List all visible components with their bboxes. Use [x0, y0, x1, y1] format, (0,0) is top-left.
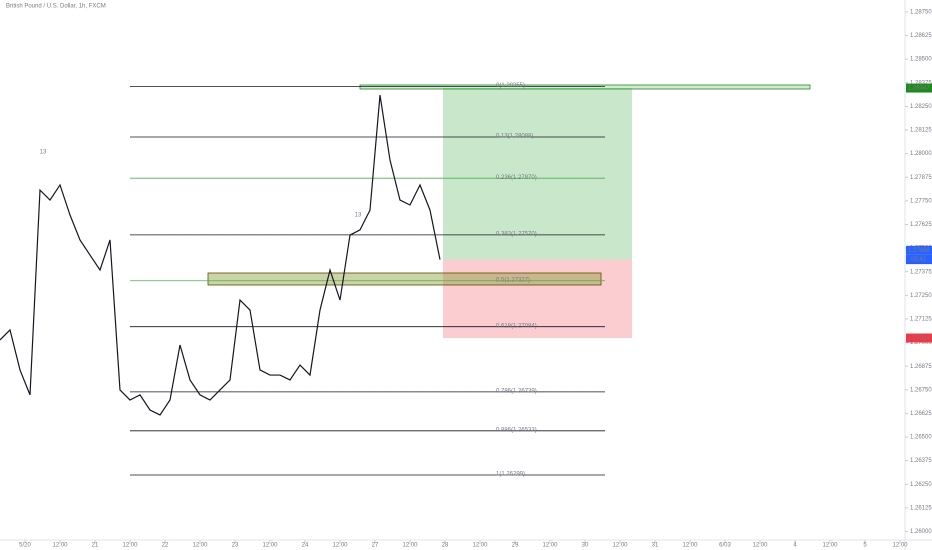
- x-tick-label: 30: [582, 543, 589, 549]
- x-tick-label: 21: [92, 543, 99, 549]
- x-tick-label: 28: [442, 543, 449, 549]
- x-tick-label: 12:00: [752, 543, 768, 549]
- price-label: 1.28347: [908, 86, 930, 92]
- y-tick-label: 1.26500: [910, 435, 932, 441]
- fib-label: 1(1.26299): [496, 472, 525, 478]
- y-tick-label: 1.26250: [910, 482, 932, 488]
- x-tick-label: 6/03: [719, 543, 731, 549]
- fib-label: 0.382(1.27570): [496, 231, 537, 237]
- fib-label: 0.886(1.26533): [496, 427, 537, 433]
- fib-label: 0(1.28355): [496, 83, 525, 89]
- y-tick-label: 1.26375: [910, 458, 932, 464]
- profit-zone: [443, 88, 632, 260]
- x-tick-label: 12:00: [822, 543, 838, 549]
- y-tick-label: 1.28000: [910, 151, 932, 157]
- fib-label: 0.236(1.27870): [496, 175, 537, 181]
- x-tick-label: 12:00: [402, 543, 418, 549]
- y-tick-label: 1.27000: [910, 340, 932, 346]
- x-tick-label: 4: [793, 543, 797, 549]
- countdown: 05:42: [911, 257, 927, 263]
- y-tick-label: 1.27750: [910, 198, 932, 204]
- x-tick-label: 27: [372, 543, 379, 549]
- price-line: [0, 94, 441, 416]
- y-tick-label: 1.28250: [910, 104, 932, 110]
- y-tick-label: 1.28375: [910, 80, 932, 86]
- x-tick-label: 12:00: [472, 543, 488, 549]
- x-tick-label: 12:00: [332, 543, 348, 549]
- x-tick-label: 12:00: [682, 543, 698, 549]
- y-tick-label: 1.26750: [910, 387, 932, 393]
- x-tick-label: 12:00: [612, 543, 628, 549]
- y-tick-label: 1.27250: [910, 293, 932, 299]
- y-tick-label: 1.26875: [910, 364, 932, 370]
- x-tick-label: 29: [512, 543, 519, 549]
- x-tick-label: 5/20: [19, 543, 31, 549]
- demand-zone: [207, 272, 602, 286]
- x-tick-label: 12:00: [542, 543, 558, 549]
- x-tick-label: 12:00: [122, 543, 138, 549]
- chart-title: British Pound / U.S. Dollar, 1h, FXCM: [6, 4, 106, 10]
- x-tick-label: 12:00: [262, 543, 278, 549]
- y-tick-label: 1.28125: [910, 128, 932, 134]
- y-tick-label: 1.28750: [910, 9, 932, 15]
- countdown-bg: [906, 254, 932, 264]
- y-tick-label: 1.27375: [910, 269, 932, 275]
- y-tick-label: 1.27625: [910, 222, 932, 228]
- x-tick-label: 31: [652, 543, 659, 549]
- y-tick-label: 1.27875: [910, 175, 932, 181]
- x-tick-label: 22: [162, 543, 169, 549]
- y-tick-label: 1.26125: [910, 505, 932, 511]
- y-tick-label: 1.27125: [910, 317, 932, 323]
- x-tick-label: 12:00: [892, 543, 908, 549]
- price-label-bg: [906, 83, 932, 93]
- price-label-bg: [906, 333, 932, 343]
- y-tick-label: 1.26000: [910, 529, 932, 535]
- price-label: 1.27024: [908, 336, 930, 342]
- fib-label: 0.5(1.27327): [496, 277, 530, 283]
- fib-label: 0.618(1.27084): [496, 323, 537, 329]
- y-tick-label: 1.26625: [910, 411, 932, 417]
- annotation: 13: [40, 150, 47, 156]
- x-tick-label: 23: [232, 543, 239, 549]
- price-label-bg: [906, 245, 932, 255]
- price-label: 1.27488: [908, 248, 930, 254]
- y-tick-label: 1.28625: [910, 33, 932, 39]
- x-tick-label: 24: [302, 543, 309, 549]
- fib-label: 0.13(1.28088): [496, 134, 533, 140]
- x-tick-label: 5: [863, 543, 867, 549]
- supply-zone: [359, 84, 811, 90]
- x-tick-label: 12:00: [52, 543, 68, 549]
- loss-zone: [443, 259, 632, 339]
- annotation: 13: [355, 213, 362, 219]
- fib-label: 0.786(1.26739): [496, 388, 537, 394]
- x-tick-label: 12:00: [192, 543, 208, 549]
- y-tick-label: 1.28500: [910, 57, 932, 63]
